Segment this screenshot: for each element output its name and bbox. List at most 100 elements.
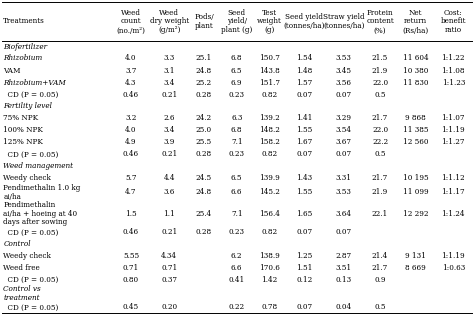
Text: 100% NPK: 100% NPK — [3, 126, 43, 134]
Text: 25.0: 25.0 — [196, 126, 212, 134]
Text: Seed yield
(tonnes/ha): Seed yield (tonnes/ha) — [283, 13, 325, 30]
Text: 21.9: 21.9 — [372, 66, 388, 75]
Text: 3.67: 3.67 — [336, 138, 352, 146]
Text: Control vs
treatment: Control vs treatment — [3, 285, 41, 302]
Text: 75% NPK: 75% NPK — [3, 114, 38, 122]
Text: 1.57: 1.57 — [296, 79, 312, 87]
Text: Rhizobium: Rhizobium — [3, 54, 43, 62]
Text: 22.2: 22.2 — [372, 138, 388, 146]
Text: 11 385: 11 385 — [403, 126, 428, 134]
Text: 4.7: 4.7 — [125, 188, 137, 197]
Text: 0.5: 0.5 — [374, 303, 386, 311]
Text: CD (P = 0.05): CD (P = 0.05) — [3, 91, 59, 99]
Text: Fertility level: Fertility level — [3, 102, 52, 110]
Text: 11 830: 11 830 — [403, 79, 428, 87]
Text: 1:1.23: 1:1.23 — [442, 79, 465, 87]
Text: 0.07: 0.07 — [296, 303, 312, 311]
Text: 0.71: 0.71 — [123, 264, 139, 272]
Text: 0.28: 0.28 — [196, 91, 212, 99]
Text: 0.28: 0.28 — [196, 150, 212, 158]
Text: 4.0: 4.0 — [125, 126, 137, 134]
Text: 156.4: 156.4 — [259, 210, 280, 218]
Text: 3.64: 3.64 — [336, 210, 352, 218]
Text: 158.2: 158.2 — [259, 138, 280, 146]
Text: 25.2: 25.2 — [196, 79, 212, 87]
Text: 1:1.19: 1:1.19 — [441, 251, 465, 260]
Text: 0.28: 0.28 — [196, 228, 212, 236]
Text: 1.51: 1.51 — [296, 264, 312, 272]
Text: 1:1.07: 1:1.07 — [441, 114, 465, 122]
Text: 1.42: 1.42 — [261, 276, 278, 284]
Text: 3.51: 3.51 — [336, 264, 352, 272]
Text: 22.0: 22.0 — [372, 126, 388, 134]
Text: 10 195: 10 195 — [403, 174, 428, 181]
Text: 0.21: 0.21 — [161, 91, 177, 99]
Text: 1.55: 1.55 — [296, 188, 312, 197]
Text: 9 131: 9 131 — [405, 251, 426, 260]
Text: 0.23: 0.23 — [229, 228, 245, 236]
Text: 3.56: 3.56 — [336, 79, 352, 87]
Text: 0.07: 0.07 — [336, 91, 352, 99]
Text: 0.5: 0.5 — [374, 91, 386, 99]
Text: 0.78: 0.78 — [262, 303, 278, 311]
Text: 1:1.27: 1:1.27 — [441, 138, 465, 146]
Text: 0.37: 0.37 — [161, 276, 177, 284]
Text: 6.8: 6.8 — [231, 54, 243, 62]
Text: 1.25: 1.25 — [296, 251, 312, 260]
Text: Weedy check: Weedy check — [3, 251, 51, 260]
Text: Net
return
(Rs/ha): Net return (Rs/ha) — [402, 9, 429, 34]
Text: 4.4: 4.4 — [164, 174, 175, 181]
Text: Biofertilizer: Biofertilizer — [3, 43, 47, 51]
Text: 0.07: 0.07 — [296, 228, 312, 236]
Text: 24.2: 24.2 — [196, 114, 212, 122]
Text: 3.53: 3.53 — [336, 188, 352, 197]
Text: 25.1: 25.1 — [196, 54, 212, 62]
Text: 12 292: 12 292 — [403, 210, 428, 218]
Text: 21.9: 21.9 — [372, 188, 388, 197]
Text: CD (P = 0.05): CD (P = 0.05) — [3, 276, 59, 284]
Text: 1:1.24: 1:1.24 — [441, 210, 465, 218]
Text: 0.71: 0.71 — [161, 264, 177, 272]
Text: 24.8: 24.8 — [196, 66, 212, 75]
Text: Pendimethalin
ai/ha + hoeing at 40
days after sowing: Pendimethalin ai/ha + hoeing at 40 days … — [3, 201, 77, 226]
Text: 0.04: 0.04 — [336, 303, 352, 311]
Text: 0.82: 0.82 — [262, 150, 278, 158]
Text: 1.67: 1.67 — [296, 138, 312, 146]
Text: 6.3: 6.3 — [231, 114, 242, 122]
Text: 6.5: 6.5 — [231, 174, 243, 181]
Text: Weed
dry weight
(g/m²): Weed dry weight (g/m²) — [149, 9, 189, 34]
Text: 6.9: 6.9 — [231, 79, 243, 87]
Text: Seed
yield/
plant (g): Seed yield/ plant (g) — [221, 9, 252, 34]
Text: 6.2: 6.2 — [231, 251, 243, 260]
Text: Weed
count
(no./m²): Weed count (no./m²) — [117, 9, 146, 34]
Text: 148.2: 148.2 — [259, 126, 280, 134]
Text: 0.13: 0.13 — [336, 276, 352, 284]
Text: 3.45: 3.45 — [336, 66, 352, 75]
Text: 3.54: 3.54 — [336, 126, 352, 134]
Text: Control: Control — [3, 240, 31, 248]
Text: 2.87: 2.87 — [336, 251, 352, 260]
Text: 3.4: 3.4 — [164, 126, 175, 134]
Text: 22.1: 22.1 — [372, 210, 388, 218]
Text: 22.0: 22.0 — [372, 79, 388, 87]
Text: 4.3: 4.3 — [125, 79, 137, 87]
Text: 0.80: 0.80 — [123, 276, 139, 284]
Text: 0.23: 0.23 — [229, 150, 245, 158]
Text: CD (P = 0.05): CD (P = 0.05) — [3, 228, 59, 236]
Text: 3.7: 3.7 — [125, 66, 137, 75]
Text: 4.9: 4.9 — [125, 138, 137, 146]
Text: 6.6: 6.6 — [231, 188, 243, 197]
Text: 11 099: 11 099 — [403, 188, 428, 197]
Text: 0.5: 0.5 — [374, 150, 386, 158]
Text: Treatments: Treatments — [3, 17, 45, 26]
Text: 4.0: 4.0 — [125, 54, 137, 62]
Text: 8 669: 8 669 — [405, 264, 426, 272]
Text: 151.7: 151.7 — [259, 79, 280, 87]
Text: Weedy check: Weedy check — [3, 174, 51, 181]
Text: 7.1: 7.1 — [231, 210, 243, 218]
Text: 5.55: 5.55 — [123, 251, 139, 260]
Text: CD (P = 0.05): CD (P = 0.05) — [3, 303, 59, 311]
Text: 0.45: 0.45 — [123, 303, 139, 311]
Text: 3.53: 3.53 — [336, 54, 352, 62]
Text: 170.6: 170.6 — [259, 264, 280, 272]
